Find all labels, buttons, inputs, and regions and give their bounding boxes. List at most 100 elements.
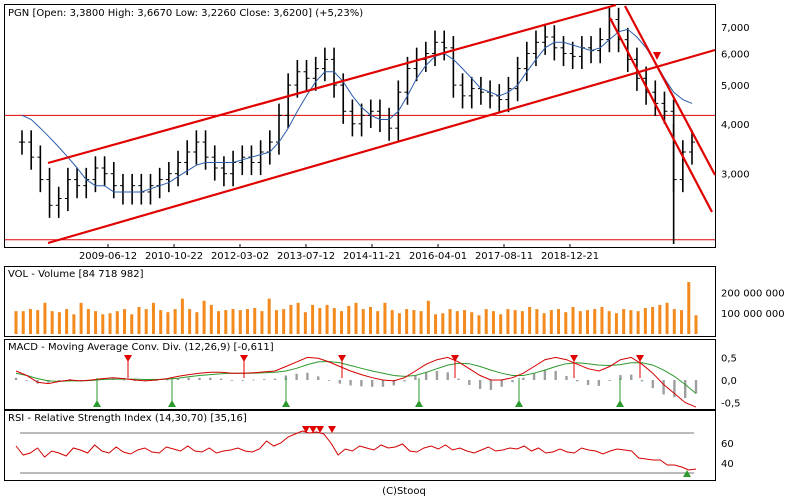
- volume-panel-frame: [4, 266, 716, 337]
- volume-bar: [159, 310, 163, 334]
- volume-bar: [405, 309, 409, 334]
- volume-bar: [564, 312, 568, 334]
- rsi-sell-marker: [302, 426, 310, 433]
- volume-bar: [86, 309, 90, 334]
- price-x-tick: 2018-12-21: [541, 251, 599, 262]
- macd-histogram-bar: [694, 380, 698, 394]
- volume-bar: [28, 309, 32, 334]
- trend-channel-down-upper: [624, 5, 716, 176]
- macd-y-tick: 0,0: [721, 376, 737, 387]
- macd-histogram-bar: [317, 376, 320, 380]
- macd-histogram-bar: [446, 372, 449, 380]
- volume-bar: [513, 310, 517, 334]
- macd-histogram-bar: [414, 375, 417, 380]
- volume-bar: [542, 313, 546, 334]
- volume-bar: [151, 302, 155, 334]
- macd-histogram-bar: [122, 379, 126, 381]
- volume-bar: [282, 309, 286, 334]
- macd-histogram-bar: [435, 370, 439, 380]
- volume-bar: [354, 302, 358, 334]
- volume-y-tick: 200 000 000: [721, 288, 785, 299]
- macd-histogram-bar: [349, 380, 352, 386]
- volume-bar: [347, 305, 351, 334]
- volume-bar: [585, 310, 589, 334]
- macd-histogram-bar: [500, 380, 503, 387]
- volume-bar: [694, 315, 698, 334]
- volume-y-tick: 100 000 000: [721, 309, 785, 320]
- volume-bar: [434, 314, 438, 334]
- volume-bar: [629, 310, 633, 334]
- macd-histogram-bar: [684, 380, 687, 399]
- volume-bar: [108, 313, 112, 334]
- volume-bar: [14, 311, 18, 334]
- volume-bar: [463, 310, 467, 334]
- macd-histogram-bar: [543, 369, 547, 380]
- volume-bar: [571, 307, 575, 334]
- volume-bar: [180, 298, 184, 334]
- macd-y-tick: 0,5: [721, 353, 737, 364]
- macd-sell-marker: [338, 355, 346, 362]
- volume-bar: [224, 310, 228, 334]
- price-panel-frame: [4, 4, 716, 248]
- macd-histogram-bar: [187, 377, 190, 380]
- volume-bar: [643, 308, 647, 334]
- trend-channel-down-lower: [609, 17, 713, 213]
- rsi-sell-marker: [316, 426, 324, 433]
- trend-channel-lower: [47, 48, 716, 245]
- volume-bar: [72, 314, 76, 334]
- macd-histogram-bar: [597, 380, 601, 386]
- volume-bar: [202, 300, 206, 334]
- macd-buy-marker: [616, 400, 624, 407]
- macd-histogram-bar: [370, 380, 374, 387]
- volume-bar: [368, 307, 372, 334]
- price-x-tick: 2013-07-12: [277, 251, 335, 262]
- volume-bar: [238, 310, 242, 334]
- macd-histogram-bar: [176, 378, 180, 380]
- volume-bar: [173, 309, 177, 334]
- macd-buy-marker: [93, 400, 101, 407]
- volume-bar: [311, 304, 315, 334]
- credit-label: (C)Stooq: [382, 486, 426, 497]
- volume-bar: [687, 282, 691, 334]
- volume-bar: [651, 307, 655, 334]
- rsi-plot: [15, 426, 697, 477]
- macd-plot: [14, 355, 698, 408]
- volume-bar: [376, 311, 380, 334]
- macd-histogram-bar: [673, 380, 676, 398]
- rsi-buy-marker: [683, 470, 691, 477]
- macd-histogram-bar: [576, 380, 579, 382]
- rsi-sell-marker: [309, 426, 317, 433]
- volume-bar: [448, 309, 452, 334]
- volume-bar: [36, 310, 40, 334]
- price-x-tick: 2009-06-12: [79, 251, 137, 262]
- macd-histogram-bar: [198, 377, 201, 380]
- macd-histogram-bar: [424, 371, 428, 380]
- volume-bar: [658, 304, 662, 334]
- volume-bar: [274, 310, 278, 334]
- macd-histogram-bar: [640, 380, 644, 382]
- volume-bar: [43, 302, 47, 334]
- volume-bar: [289, 304, 293, 334]
- price-x-tick: 2010-10-22: [145, 251, 203, 262]
- volume-bar: [217, 311, 221, 334]
- price-x-tick: 2017-08-11: [475, 251, 533, 262]
- rsi-panel-title: RSI - Relative Strength Index (14,30,70)…: [8, 413, 247, 424]
- volume-bar: [477, 315, 481, 334]
- volume-bar: [680, 310, 684, 334]
- volume-bar: [166, 312, 170, 334]
- volume-bar: [622, 309, 626, 334]
- volume-panel-title: VOL - Volume [84 718 982]: [8, 269, 144, 280]
- macd-histogram-bar: [511, 380, 514, 383]
- price-y-tick: 7,000: [721, 23, 750, 34]
- macd-histogram-bar: [295, 373, 298, 380]
- volume-bar: [260, 311, 264, 334]
- volume-bar: [144, 309, 148, 334]
- macd-histogram-bar: [457, 378, 460, 380]
- macd-sell-marker: [240, 355, 248, 362]
- volume-bar: [470, 312, 474, 334]
- price-x-tick: 2014-11-21: [343, 251, 401, 262]
- volume-bar: [528, 307, 532, 334]
- moving-average-line: [21, 28, 693, 193]
- volume-bar: [484, 309, 488, 334]
